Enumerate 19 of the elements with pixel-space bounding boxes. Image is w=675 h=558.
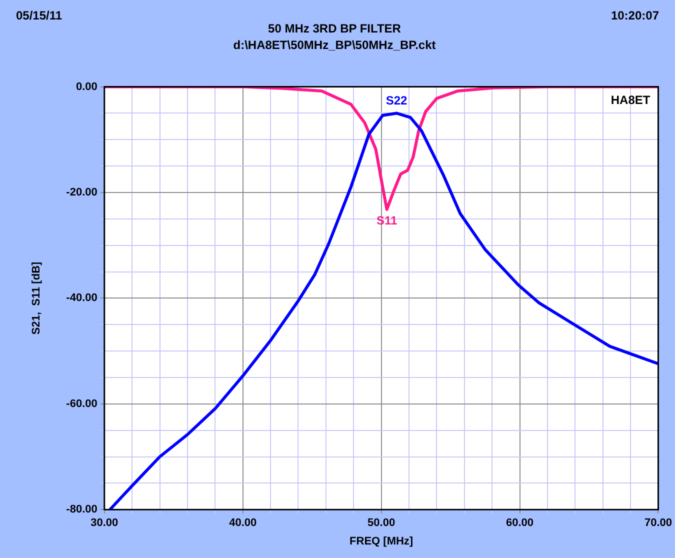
text: 10:20:07 [610, 8, 660, 22]
x-tick-label: 60.00 [506, 517, 534, 530]
x-axis-title: FREQ [MHz] [350, 535, 414, 548]
x-tick-label: 70.00 [644, 517, 672, 530]
y-axis-title: S21, S11 [dB] [30, 261, 43, 335]
x-tick-label: 50.00 [368, 517, 396, 530]
series-label: S11 [376, 214, 398, 228]
x-tick-label: 40.00 [229, 517, 257, 530]
text: 05/15/11 [16, 8, 62, 22]
x-tick-label: 30.00 [90, 517, 118, 530]
series-label: S22 [386, 94, 408, 108]
chart-title: 50 MHz 3RD BP FILTER [268, 22, 402, 36]
chart-subtitle: d:\HA8ET\50MHz_BP\50MHz_BP.ckt [233, 38, 436, 52]
y-tick-label: -40.00 [66, 292, 98, 304]
y-tick-label: -60.00 [66, 398, 98, 410]
y-tick-label: 0.00 [76, 80, 98, 93]
annotation: HA8ET [610, 93, 651, 108]
y-tick-label: -80.00 [66, 504, 98, 516]
y-tick-label: -20.00 [66, 186, 98, 199]
